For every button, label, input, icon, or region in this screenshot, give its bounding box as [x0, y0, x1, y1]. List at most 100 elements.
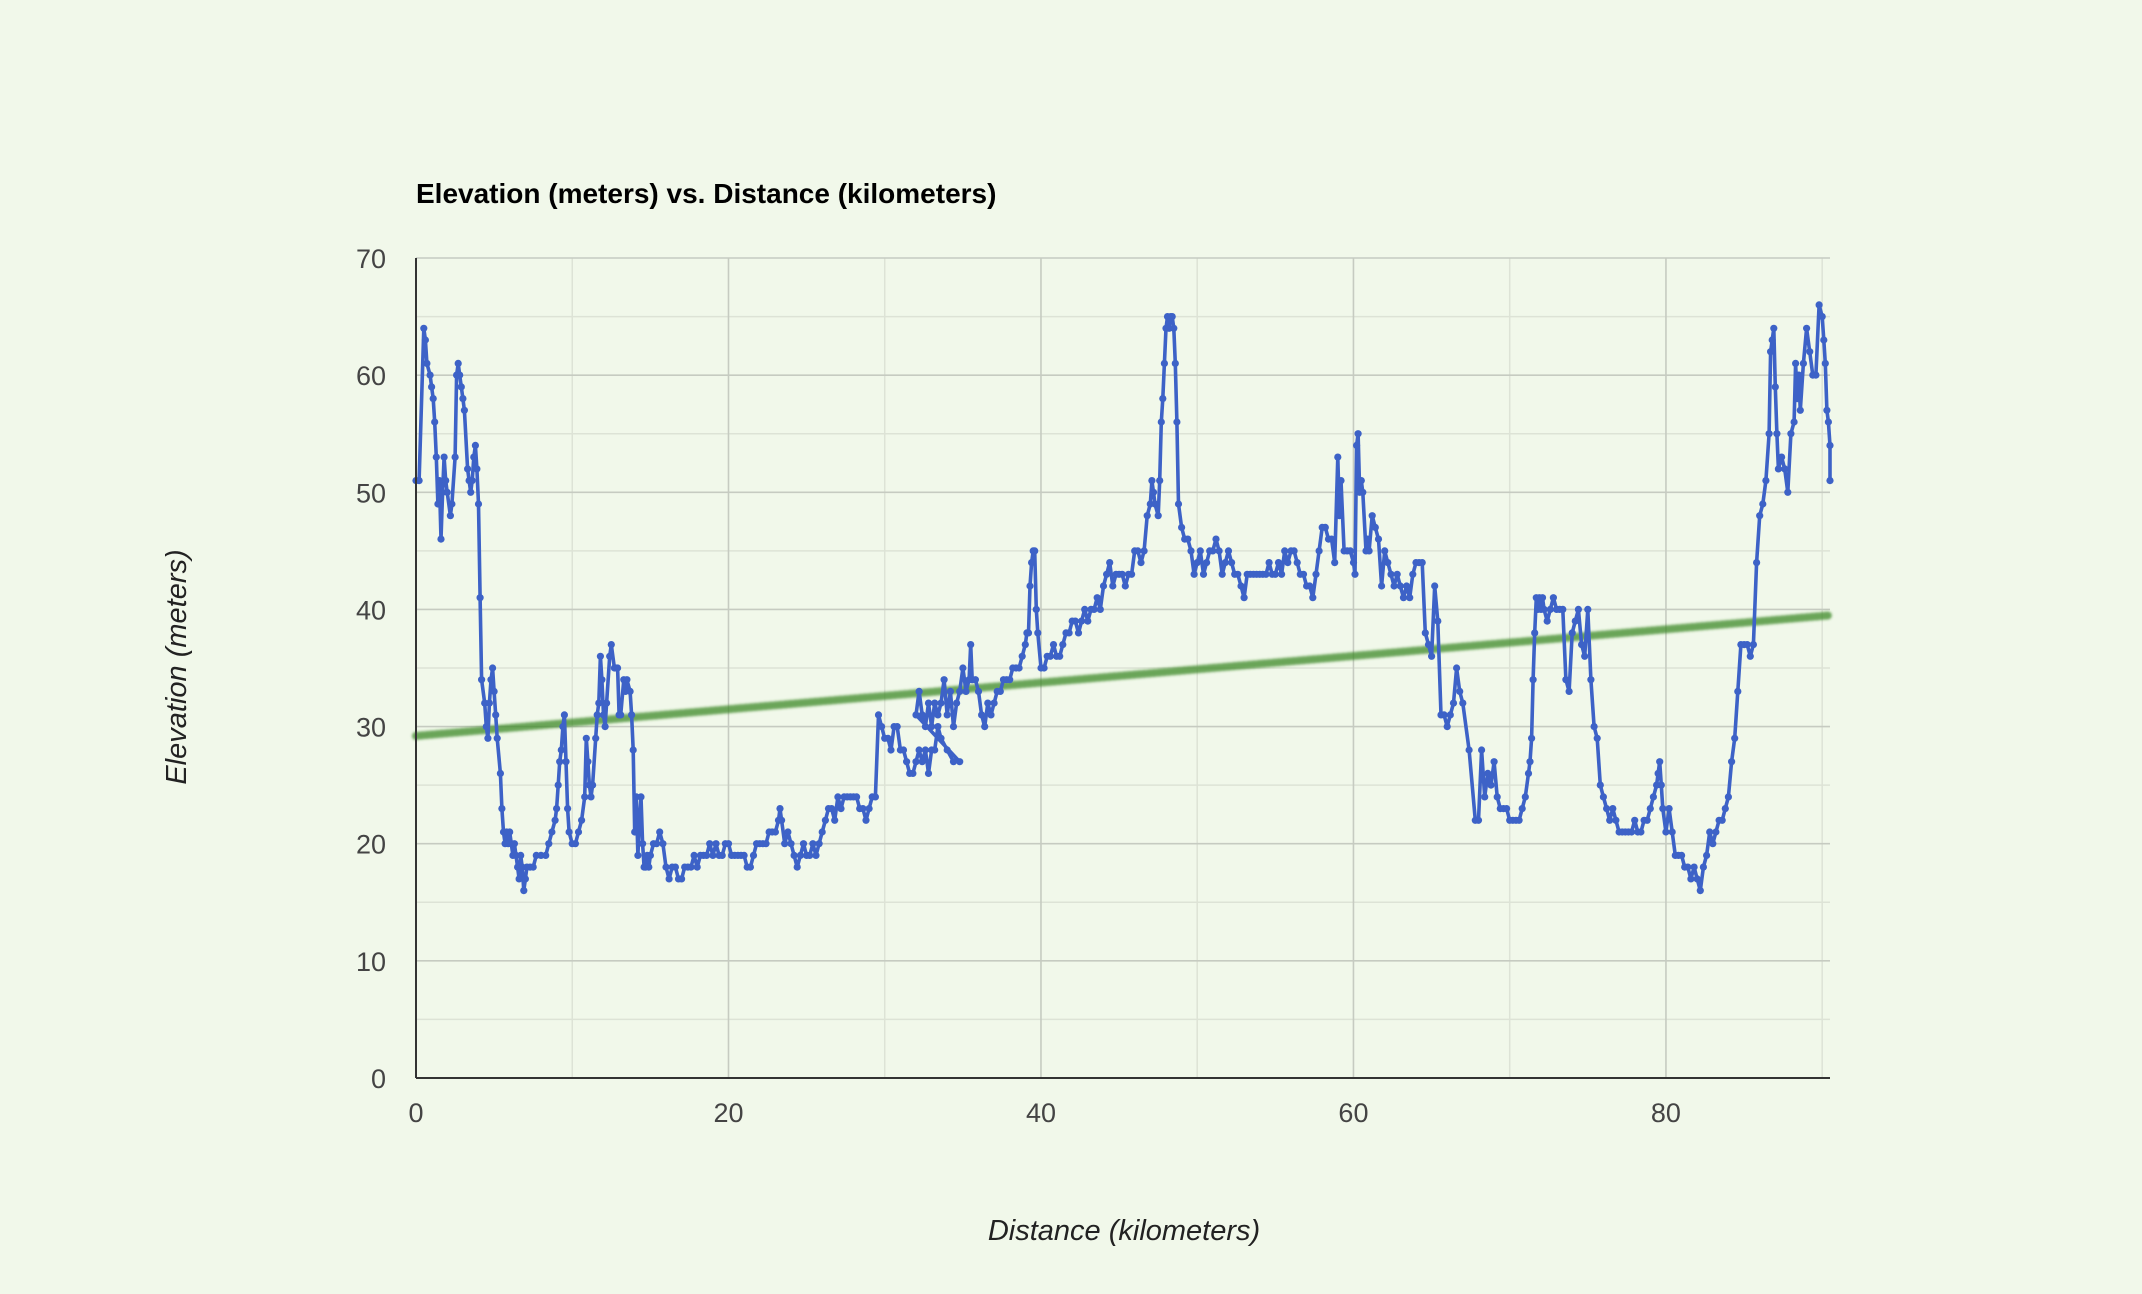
data-point [1262, 570, 1270, 578]
data-point [781, 840, 789, 848]
data-point [1538, 594, 1547, 602]
data-point [1734, 687, 1742, 696]
data-point [1659, 805, 1667, 813]
data-point [595, 699, 603, 707]
data-point [1759, 500, 1767, 508]
data-point [1078, 617, 1086, 625]
data-point [924, 769, 933, 778]
data-point [1034, 629, 1042, 637]
data-point [1363, 535, 1372, 543]
data-point [1584, 605, 1592, 614]
data-point [564, 805, 572, 813]
data-point [1756, 512, 1764, 520]
data-point [506, 828, 514, 836]
data-point [899, 746, 908, 754]
data-point [1684, 863, 1692, 871]
data-point [596, 652, 605, 660]
data-point [1421, 629, 1429, 637]
data-point [990, 699, 998, 707]
data-point [1503, 805, 1511, 813]
data-point [434, 500, 442, 508]
data-point [1354, 430, 1362, 438]
data-point [1749, 641, 1757, 649]
data-point [1084, 617, 1092, 625]
data-point [724, 840, 733, 848]
data-point [778, 816, 786, 824]
data-point [1106, 559, 1114, 567]
data-point [776, 805, 784, 813]
data-point [593, 711, 601, 719]
data-point [1140, 547, 1148, 555]
data-point [1099, 582, 1108, 590]
data-point [1309, 594, 1317, 602]
data-point [703, 851, 711, 860]
data-point [542, 851, 550, 860]
data-point [865, 805, 873, 813]
data-point [853, 793, 861, 801]
data-point [1803, 324, 1811, 332]
data-point [1821, 359, 1829, 367]
data-point [1406, 594, 1414, 602]
data-point [1331, 559, 1339, 567]
data-point [1109, 582, 1117, 590]
data-point [470, 453, 478, 461]
data-point [1812, 371, 1820, 379]
chart-title: Elevation (meters) vs. Distance (kilomet… [416, 178, 996, 209]
data-point [492, 711, 500, 719]
data-point [560, 711, 569, 719]
data-point [1518, 805, 1526, 813]
data-point [687, 863, 695, 871]
data-point [429, 395, 437, 403]
data-point [556, 758, 564, 766]
data-point [1409, 570, 1417, 578]
data-point [1028, 559, 1036, 567]
minor-gridlines [416, 258, 1830, 1078]
data-point [415, 477, 423, 485]
data-point [1173, 418, 1181, 426]
data-point [1334, 453, 1342, 461]
data-point [937, 699, 945, 707]
data-point [1090, 605, 1098, 614]
data-point [1543, 617, 1551, 625]
y-tick-labels: 0 10 20 30 40 50 60 70 [356, 244, 386, 1094]
data-point [784, 828, 792, 836]
data-point [617, 711, 625, 719]
data-point [1024, 629, 1033, 637]
data-point [1767, 348, 1775, 356]
data-point [1390, 582, 1398, 590]
data-point [435, 477, 443, 485]
data-point [1284, 559, 1292, 567]
data-point [1278, 570, 1286, 578]
data-point [962, 687, 970, 696]
data-point [520, 887, 528, 895]
data-point [1593, 734, 1601, 742]
data-point [1696, 887, 1704, 895]
data-point [912, 758, 920, 766]
data-point [796, 851, 805, 860]
data-point [1746, 652, 1754, 660]
data-point [464, 465, 472, 473]
data-point [1706, 828, 1714, 836]
data-point [584, 758, 592, 766]
data-point [1203, 559, 1211, 567]
data-point [489, 664, 497, 672]
data-point [517, 851, 525, 860]
data-point [678, 875, 686, 883]
data-point [812, 851, 820, 860]
data-point [1540, 605, 1548, 614]
data-point [665, 875, 673, 883]
data-point [1209, 547, 1217, 555]
data-point [468, 477, 476, 485]
data-point [918, 711, 926, 719]
data-point [1396, 582, 1404, 590]
data-point [874, 711, 883, 719]
data-point [478, 676, 486, 684]
data-point [1134, 547, 1142, 555]
data-point [639, 840, 647, 848]
data-point [937, 734, 945, 742]
data-point [1826, 441, 1834, 449]
data-point [884, 734, 892, 742]
data-point [978, 711, 986, 719]
data-point [1590, 723, 1598, 731]
